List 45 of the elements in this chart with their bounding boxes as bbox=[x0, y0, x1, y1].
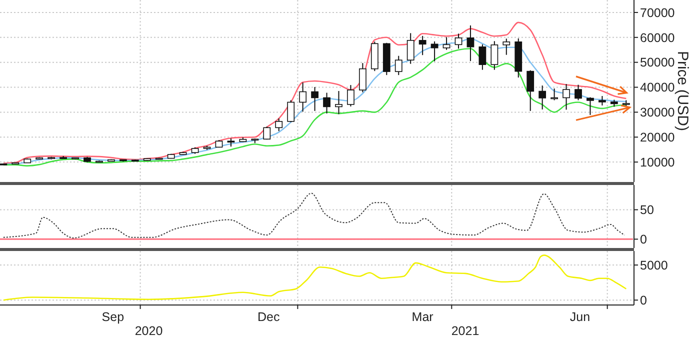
line-series bbox=[2, 254, 627, 301]
candlestick bbox=[574, 84, 582, 101]
candlestick bbox=[478, 44, 486, 70]
candlestick bbox=[287, 100, 295, 123]
y-tick-label: 10000 bbox=[640, 155, 675, 170]
candlestick bbox=[335, 90, 342, 115]
x-tick-label: Sep bbox=[102, 310, 124, 324]
text: 2021 bbox=[451, 324, 480, 338]
candlestick bbox=[490, 40, 498, 70]
y-tick-label: 5000 bbox=[640, 258, 668, 272]
text: 2020 bbox=[134, 324, 163, 338]
y-tick-label: 30000 bbox=[640, 106, 675, 120]
y-tick-label: 60000 bbox=[640, 30, 675, 45]
y-tick-label: 20000 bbox=[640, 130, 675, 144]
candlestick bbox=[275, 118, 283, 132]
y-axis-title: Price (USD) bbox=[674, 50, 691, 132]
candlestick bbox=[406, 32, 414, 64]
candlestick bbox=[502, 38, 510, 56]
line-series bbox=[2, 192, 625, 238]
y-tick-label: 50 bbox=[640, 203, 654, 218]
candlestick bbox=[586, 96, 594, 116]
y-tick-label: 40000 bbox=[640, 80, 675, 95]
candlestick bbox=[442, 36, 450, 50]
candlestick bbox=[394, 55, 402, 76]
x-tick-label: Dec bbox=[257, 310, 280, 324]
candlestick bbox=[466, 24, 474, 62]
y-tick-label: 0 bbox=[640, 232, 647, 247]
y-tick-label: 50000 bbox=[640, 56, 675, 70]
candlestick bbox=[263, 126, 271, 140]
candlestick bbox=[359, 62, 366, 93]
candlestick bbox=[323, 92, 330, 114]
x-tick-label: Jun bbox=[570, 310, 590, 324]
candlestick bbox=[598, 95, 606, 106]
candlestick bbox=[562, 84, 570, 110]
candlestick bbox=[454, 33, 462, 50]
candlestick bbox=[299, 82, 307, 112]
y-tick-label: 0 bbox=[640, 293, 647, 308]
candlestick bbox=[526, 70, 534, 112]
x-tick-label: Mar bbox=[412, 310, 434, 324]
y-tick-label: 70000 bbox=[640, 6, 675, 20]
candlestick bbox=[430, 40, 438, 62]
candlestick bbox=[418, 35, 426, 56]
candlestick bbox=[347, 84, 354, 107]
candlestick bbox=[311, 86, 318, 112]
candlestick bbox=[538, 85, 546, 110]
